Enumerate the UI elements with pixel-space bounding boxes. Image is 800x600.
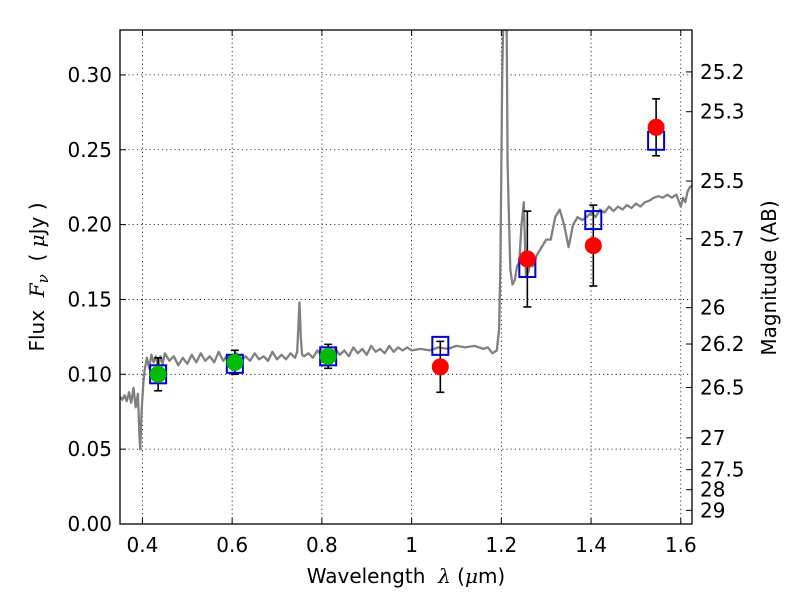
- template-spectrum-line: [120, 30, 692, 451]
- observed-point-red: [647, 118, 665, 136]
- template-spectrum-layer: [120, 30, 692, 451]
- x-tick-label: 0.6: [216, 533, 248, 557]
- x-tick-label: 0.4: [127, 533, 159, 557]
- magnitude-tick-label: 25.7: [700, 227, 745, 251]
- x-axis-label: Wavelength λ (μm): [307, 564, 506, 588]
- observed-point-red: [518, 250, 536, 268]
- model-flux-box: [431, 335, 450, 356]
- observed-points-layer: [149, 118, 665, 383]
- magnitude-tick-label: 25.2: [700, 60, 745, 84]
- magnitude-tick-label: 26: [700, 296, 725, 320]
- y-tick-label: 0.00: [67, 512, 112, 536]
- tick-marks: [120, 30, 692, 525]
- magnitude-tick-label: 27: [700, 426, 725, 450]
- magnitude-tick-label: 25.5: [700, 169, 745, 193]
- y-axis-label: Flux Fν ( μJy ): [25, 202, 52, 351]
- y2-axis-label: Magnitude (AB): [757, 200, 781, 355]
- model-flux-boxes-layer: [149, 130, 666, 385]
- grid-lines: [120, 30, 692, 525]
- magnitude-tick-label: 25.3: [700, 100, 745, 124]
- observed-point-green: [226, 353, 244, 371]
- magnitude-tick-label: 26.2: [700, 332, 745, 356]
- x-tick-label: 1.6: [665, 533, 697, 557]
- y-tick-label: 0.25: [67, 138, 112, 162]
- x-tick-label: 1: [405, 533, 418, 557]
- observed-point-red: [584, 237, 602, 255]
- observed-point-green: [319, 347, 337, 365]
- magnitude-tick-label: 27.5: [700, 458, 745, 482]
- y-tick-label: 0.20: [67, 213, 112, 237]
- magnitude-tick-label: 26.5: [700, 375, 745, 399]
- magnitude-tick-label: 29: [700, 498, 725, 522]
- plot-frame: [119, 29, 693, 525]
- x-tick-labels: 0.4 0.6 0.8 1 1.2 1.4 1.6: [127, 533, 697, 557]
- observed-point-green: [149, 365, 167, 383]
- x-tick-label: 1.4: [575, 533, 607, 557]
- y-tick-labels: 0.00 0.05 0.10 0.15 0.20 0.25 0.30: [67, 63, 112, 536]
- y-tick-label: 0.05: [67, 437, 112, 461]
- x-tick-label: 1.2: [485, 533, 517, 557]
- y-tick-label: 0.15: [67, 287, 112, 311]
- y-tick-label: 0.10: [67, 362, 112, 386]
- observed-point-red: [431, 358, 449, 376]
- magnitude-tick-label: 28: [700, 478, 725, 502]
- y-tick-label: 0.30: [67, 63, 112, 87]
- model-flux-box: [584, 210, 603, 231]
- x-tick-label: 0.8: [306, 533, 338, 557]
